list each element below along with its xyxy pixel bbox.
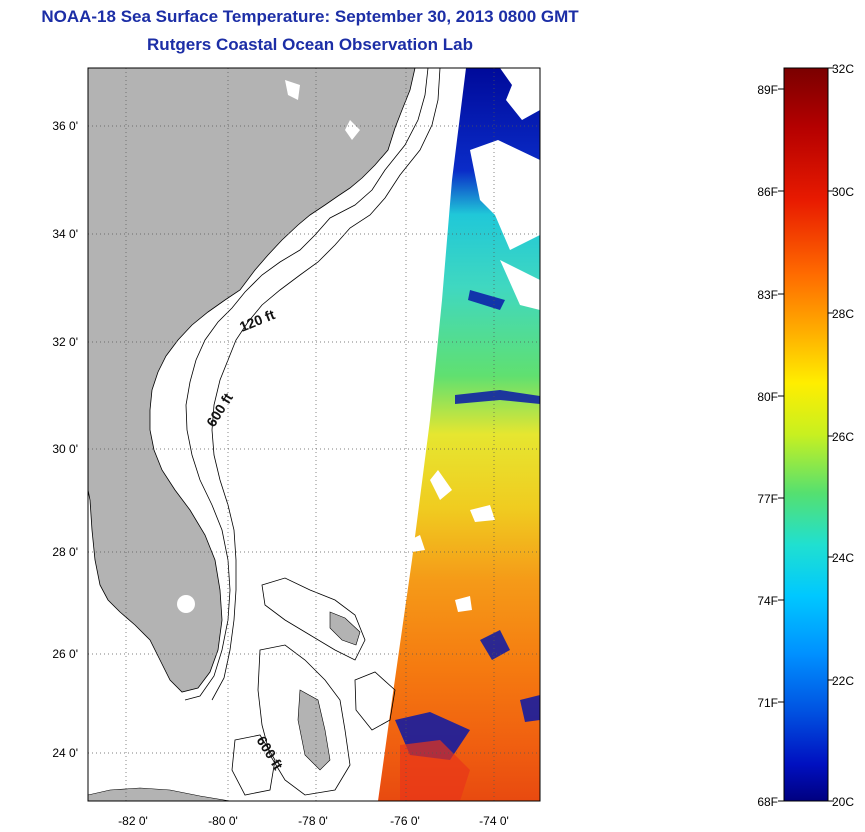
lon-tick-label: -80 0' xyxy=(208,814,238,828)
lat-tick-label: 26 0' xyxy=(52,647,78,661)
warm-patches xyxy=(400,740,470,801)
colorbar-f-label: 71F xyxy=(757,696,778,710)
cloud-gaps xyxy=(410,68,540,612)
land-andros xyxy=(297,689,331,771)
colorbar xyxy=(783,67,829,802)
colorbar-f-label: 68F xyxy=(757,795,778,809)
contour-600ft xyxy=(211,68,441,701)
contour-bahamas xyxy=(231,577,396,796)
colorbar-f-label: 86F xyxy=(757,185,778,199)
colorbar-c-label: 28C xyxy=(832,307,854,321)
colorbar-c-label: 22C xyxy=(832,674,854,688)
colorbar-c-label: 32C xyxy=(832,62,854,76)
lat-tick-label: 30 0' xyxy=(52,442,78,456)
lat-tick-label: 24 0' xyxy=(52,746,78,760)
lon-tick-label: -76 0' xyxy=(390,814,420,828)
lon-tick-label: -82 0' xyxy=(118,814,148,828)
colorbar-c-label: 20C xyxy=(832,795,854,809)
colorbar-f-label: 80F xyxy=(757,390,778,404)
contour-120ft xyxy=(184,68,429,701)
colorbar-ticks xyxy=(778,67,834,802)
lat-tick-label: 32 0' xyxy=(52,335,78,349)
colorbar-c-label: 30C xyxy=(832,185,854,199)
colorbar-f-label: 77F xyxy=(757,492,778,506)
colorbar-f-label: 89F xyxy=(757,83,778,97)
colorbar-f-label: 74F xyxy=(757,594,778,608)
lat-tick-label: 34 0' xyxy=(52,227,78,241)
land-us-coast xyxy=(88,68,416,693)
lon-tick-label: -78 0' xyxy=(298,814,328,828)
cloud-edge-features xyxy=(395,290,540,760)
sst-swath xyxy=(378,68,540,801)
map-subtitle: Rutgers Coastal Ocean Observation Lab xyxy=(147,35,473,54)
map-border xyxy=(87,67,541,802)
lake-okeechobee xyxy=(177,595,195,613)
graticule xyxy=(88,68,540,801)
lon-tick-label: -74 0' xyxy=(479,814,509,828)
land-cuba xyxy=(88,787,231,801)
colorbar-c-label: 26C xyxy=(832,430,854,444)
colorbar-f-label: 83F xyxy=(757,288,778,302)
lat-tick-label: 28 0' xyxy=(52,545,78,559)
inland-water xyxy=(285,80,360,140)
map-title: NOAA-18 Sea Surface Temperature: Septemb… xyxy=(41,7,579,26)
colorbar-c-label: 24C xyxy=(832,551,854,565)
land-abaco xyxy=(329,611,361,646)
lat-tick-label: 36 0' xyxy=(52,119,78,133)
